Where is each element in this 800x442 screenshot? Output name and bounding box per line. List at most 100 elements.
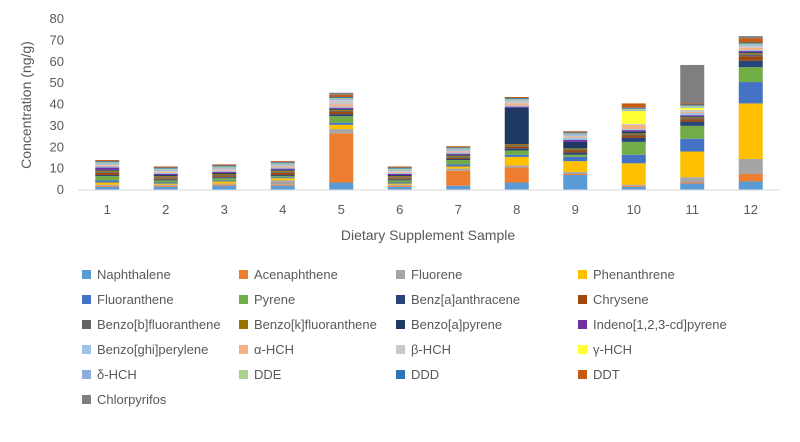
y-tick-label: 40 bbox=[50, 97, 64, 112]
bar-segment bbox=[446, 168, 471, 171]
bar-segment bbox=[504, 144, 529, 146]
bar-segment bbox=[738, 49, 763, 52]
bar-segment bbox=[270, 175, 295, 177]
bar-segment bbox=[387, 183, 412, 185]
bar-segment bbox=[621, 137, 646, 142]
bar-segment bbox=[563, 137, 588, 140]
bar-segment bbox=[738, 159, 763, 174]
legend-label: DDT bbox=[593, 367, 620, 382]
bar-segment bbox=[563, 131, 588, 133]
bar-segment bbox=[680, 109, 705, 112]
bar-segment bbox=[95, 182, 120, 185]
bar-segment bbox=[680, 64, 705, 104]
bar-segment bbox=[270, 165, 295, 167]
bar-segment bbox=[621, 141, 646, 155]
bar-segment bbox=[95, 167, 120, 170]
bar-segment bbox=[329, 100, 354, 105]
bar-segment bbox=[95, 184, 120, 186]
bar-segment bbox=[738, 45, 763, 48]
bar-segment bbox=[95, 161, 120, 163]
bar-segment bbox=[680, 116, 705, 118]
bar-segment bbox=[212, 166, 237, 168]
bar-segment bbox=[504, 165, 529, 168]
bar-segment bbox=[446, 150, 471, 152]
x-tick-label: 5 bbox=[338, 202, 345, 217]
bar-segment bbox=[738, 173, 763, 182]
bar-segment bbox=[446, 170, 471, 186]
bar-segment bbox=[446, 153, 471, 155]
bar-segment bbox=[621, 184, 646, 186]
bar-segment bbox=[680, 113, 705, 116]
y-axis-title: Concentration (ng/g) bbox=[18, 41, 34, 169]
x-tick-label: 9 bbox=[572, 202, 579, 217]
bar-segment bbox=[446, 151, 471, 153]
bar-segment bbox=[504, 167, 529, 183]
bar-segment bbox=[387, 184, 412, 186]
legend-item: Acenaphthene bbox=[239, 264, 396, 285]
legend-swatch bbox=[82, 345, 91, 354]
bar-segment bbox=[504, 150, 529, 155]
bar-segment bbox=[387, 178, 412, 180]
bar-segment bbox=[153, 168, 178, 170]
bar-segment bbox=[504, 103, 529, 106]
bar-segment bbox=[563, 136, 588, 138]
legend-label: γ-HCH bbox=[593, 342, 632, 357]
y-tick-label: 60 bbox=[50, 54, 64, 69]
bar-segment bbox=[680, 117, 705, 119]
bar-segment bbox=[738, 82, 763, 104]
bar-segment bbox=[621, 133, 646, 135]
bar-segment bbox=[270, 164, 295, 166]
bar-segment bbox=[329, 106, 354, 108]
bar-segment bbox=[680, 151, 705, 178]
bar-segment bbox=[153, 176, 178, 178]
bar-segment bbox=[153, 178, 178, 180]
bar-segment bbox=[95, 169, 120, 171]
legend-swatch bbox=[82, 395, 91, 404]
bar-segment bbox=[446, 156, 471, 158]
bar-segment bbox=[680, 138, 705, 152]
bar-segment bbox=[153, 172, 178, 174]
bar-segment bbox=[95, 186, 120, 190]
legend-label: δ-HCH bbox=[97, 367, 137, 382]
bar-segment bbox=[329, 133, 354, 183]
legend-item: Phenanthrene bbox=[578, 264, 768, 285]
bar-segment bbox=[738, 36, 763, 39]
bar-segment bbox=[270, 180, 295, 185]
bar-segment bbox=[270, 170, 295, 172]
bar-segment bbox=[446, 149, 471, 151]
bar-segment bbox=[680, 121, 705, 126]
bar-segment bbox=[446, 166, 471, 169]
legend-label: DDD bbox=[411, 367, 440, 382]
bar-segment bbox=[212, 173, 237, 176]
bar-segment bbox=[738, 60, 763, 68]
bar-segment bbox=[738, 53, 763, 55]
bar-segment bbox=[680, 183, 705, 190]
legend-label: Benzo[ghi]perylene bbox=[97, 342, 209, 357]
y-tick-label: 0 bbox=[57, 182, 64, 197]
bar-segment bbox=[212, 177, 237, 179]
x-tick-label: 8 bbox=[513, 202, 520, 217]
bar-segment bbox=[563, 132, 588, 134]
y-tick-label: 70 bbox=[50, 32, 64, 47]
bar-segment bbox=[563, 133, 588, 135]
legend-label: Phenanthrene bbox=[593, 267, 675, 282]
bar-segment bbox=[387, 180, 412, 183]
bar-segment bbox=[387, 186, 412, 190]
legend-item: Chlorpyrifos bbox=[82, 389, 239, 410]
bar-segment bbox=[329, 129, 354, 134]
legend-label: Acenaphthene bbox=[254, 267, 338, 282]
legend-swatch bbox=[239, 320, 248, 329]
bar-segment bbox=[270, 168, 295, 170]
bar-segment bbox=[212, 168, 237, 170]
bar-segment bbox=[504, 182, 529, 190]
x-tick-label: 12 bbox=[744, 202, 758, 217]
bar-segment bbox=[387, 171, 412, 173]
bar-segment bbox=[153, 183, 178, 185]
bar-segment bbox=[504, 100, 529, 102]
bar-segment bbox=[621, 186, 646, 190]
bar-segment bbox=[153, 175, 178, 177]
bar-segment bbox=[680, 177, 705, 183]
bar-segment bbox=[621, 123, 646, 125]
legend-item: DDE bbox=[239, 364, 396, 385]
legend-item: Chrysene bbox=[578, 289, 768, 310]
